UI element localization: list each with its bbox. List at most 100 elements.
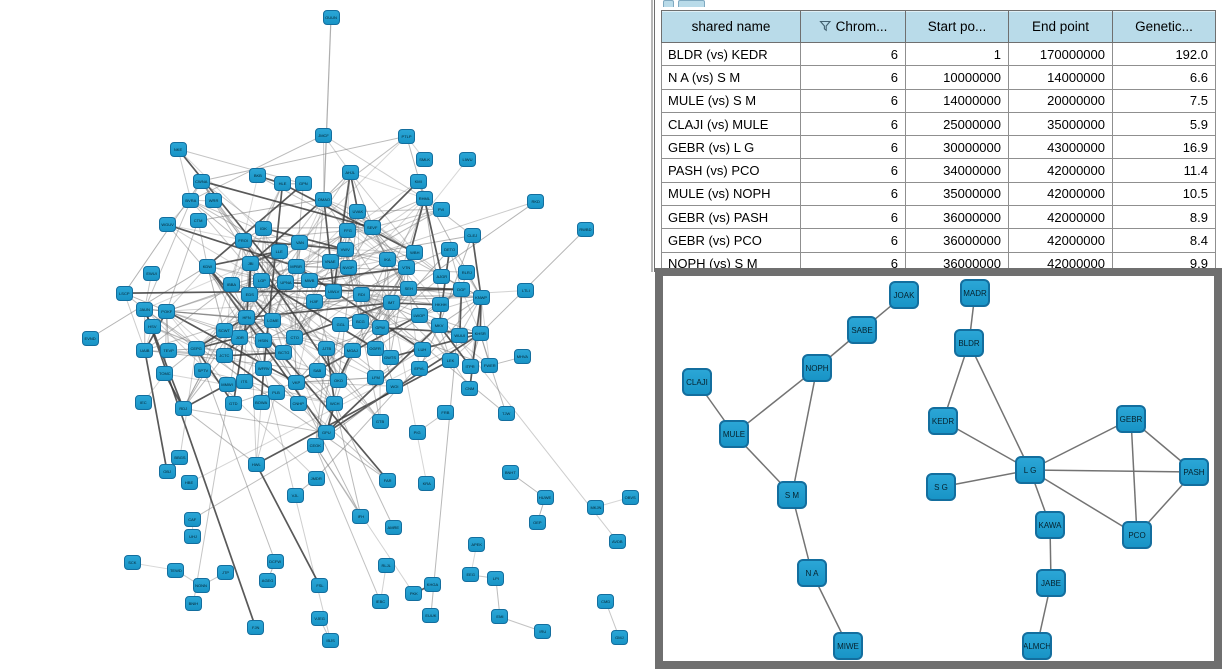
network-edge[interactable] — [423, 198, 443, 277]
cell[interactable]: 6 — [800, 65, 906, 90]
network-edge[interactable] — [1029, 469, 1195, 473]
network-edge[interactable] — [390, 302, 428, 484]
network-edge[interactable] — [379, 276, 443, 329]
column-header-end-point[interactable]: End point — [1008, 10, 1113, 43]
main-network-node[interactable]: CNHP — [289, 395, 307, 411]
network-edge[interactable] — [314, 445, 381, 602]
cell[interactable]: 6 — [800, 205, 906, 230]
main-network-node[interactable]: WOI — [385, 378, 403, 394]
network-edge[interactable] — [423, 198, 442, 305]
main-network-node[interactable]: IKA — [378, 252, 396, 268]
cell[interactable]: PASH (vs) PCO — [661, 158, 801, 183]
main-network-node[interactable]: SCK — [123, 555, 141, 571]
network-edge[interactable] — [357, 208, 442, 213]
main-network-node[interactable]: FSL — [311, 578, 329, 594]
main-network-node[interactable]: AHJL — [341, 164, 359, 180]
main-network-node[interactable]: HSV — [143, 319, 161, 335]
cell[interactable]: 42000000 — [1008, 205, 1113, 230]
main-network-node[interactable]: PLB — [267, 385, 285, 401]
main-network-node[interactable]: APEK — [468, 536, 486, 552]
network-edge[interactable] — [224, 351, 284, 357]
main-network-view[interactable]: FFG CTO MPBR OMAO VKP POKF RDI RDJ JBI GPW AHJL PTL… — [0, 0, 655, 669]
cell[interactable]: 8.9 — [1112, 205, 1216, 230]
main-network-node[interactable]: BOWA — [252, 395, 270, 411]
network-edge[interactable] — [294, 280, 310, 338]
main-network-node[interactable]: DETO — [441, 241, 459, 257]
network-edge[interactable] — [294, 242, 301, 338]
main-network-node[interactable]: VKP — [287, 374, 305, 390]
network-edge[interactable] — [123, 292, 146, 351]
main-network-node[interactable]: POKF — [158, 303, 176, 319]
network-edge[interactable] — [249, 294, 353, 352]
network-edge[interactable] — [261, 228, 265, 281]
network-edge[interactable] — [195, 348, 276, 562]
main-network-node[interactable]: IMT — [382, 295, 400, 311]
table-row[interactable]: GEBR (vs) PCO 6 36000000 42000000 8.4 — [661, 228, 1216, 253]
main-network-node[interactable]: VWV — [336, 241, 354, 257]
main-network-node[interactable]: TJW — [497, 406, 515, 422]
network-edge[interactable] — [361, 294, 423, 351]
cell[interactable]: 35000000 — [905, 181, 1009, 207]
network-edge[interactable] — [316, 172, 351, 371]
main-network-node[interactable]: GPW — [371, 320, 389, 336]
network-edge[interactable] — [334, 403, 362, 517]
network-edge[interactable] — [183, 407, 257, 465]
main-network-node[interactable]: SAB — [308, 363, 326, 379]
network-edge[interactable] — [968, 342, 1031, 471]
main-network-node[interactable]: CMD — [597, 594, 615, 610]
network-edge[interactable] — [144, 349, 225, 357]
sub-network-node-gebr[interactable]: GEBR — [1116, 405, 1146, 433]
main-network-node[interactable]: HUWE — [536, 490, 554, 506]
network-edge[interactable] — [195, 208, 442, 350]
network-edge[interactable] — [295, 183, 304, 267]
cell[interactable]: N A (vs) S M — [661, 65, 801, 90]
network-edge[interactable] — [272, 320, 336, 405]
network-edge[interactable] — [349, 171, 416, 253]
main-network-node[interactable]: OKO — [329, 372, 347, 388]
main-network-node[interactable]: NKE — [169, 141, 187, 157]
main-network-node[interactable]: VJL — [286, 487, 304, 503]
network-edge[interactable] — [379, 296, 482, 329]
main-network-node[interactable]: LWOP — [410, 307, 428, 323]
main-network-node[interactable]: DCFW — [266, 553, 284, 569]
network-edge[interactable] — [166, 265, 208, 312]
network-edge[interactable] — [323, 135, 407, 200]
network-edge[interactable] — [166, 310, 247, 319]
main-network-node[interactable]: CLEJ — [463, 228, 481, 244]
network-edge[interactable] — [197, 220, 208, 267]
cell[interactable]: 25000000 — [905, 111, 1009, 137]
main-network-node[interactable]: HFN — [238, 310, 256, 326]
table-tab-stub[interactable] — [678, 0, 705, 7]
main-network-node[interactable]: GGL — [332, 317, 350, 333]
main-network-node[interactable]: WRR — [205, 193, 223, 209]
main-network-node[interactable]: UHJ — [184, 529, 202, 545]
network-edge[interactable] — [262, 340, 336, 405]
sub-network-node-l-g[interactable]: L G — [1015, 456, 1045, 484]
network-edge[interactable] — [249, 201, 536, 296]
network-edge[interactable] — [196, 348, 284, 354]
cell[interactable]: GEBR (vs) PASH — [661, 205, 801, 230]
main-network-node[interactable]: KMI — [409, 174, 427, 190]
main-network-node[interactable]: HKHH — [432, 297, 450, 313]
main-network-node[interactable]: VJEG — [311, 611, 329, 627]
main-network-node[interactable]: PVI — [432, 201, 450, 217]
network-edge[interactable] — [351, 267, 407, 352]
network-edge[interactable] — [200, 180, 381, 422]
network-edge[interactable] — [272, 320, 353, 352]
main-network-node[interactable]: TEVP — [160, 343, 178, 359]
sub-network-node-joak[interactable]: JOAK — [889, 281, 919, 309]
main-network-node[interactable]: OMAO — [315, 191, 333, 207]
network-edge[interactable] — [143, 308, 257, 628]
main-network-node[interactable]: RLJL — [377, 557, 395, 573]
cell[interactable]: 6 — [800, 41, 906, 67]
main-network-node[interactable]: PIG — [408, 425, 426, 441]
main-network-node[interactable]: WFRV — [255, 361, 273, 377]
main-network-node[interactable]: HWL — [247, 456, 265, 472]
main-network-node[interactable]: MGAJ — [343, 343, 361, 359]
main-network-node[interactable]: SMLK — [416, 152, 434, 168]
main-network-node[interactable]: ITS — [235, 374, 253, 390]
network-edge[interactable] — [340, 267, 407, 326]
network-edge[interactable] — [299, 135, 407, 243]
main-network-node[interactable]: OGFR — [366, 340, 384, 356]
network-edge[interactable] — [190, 134, 324, 201]
